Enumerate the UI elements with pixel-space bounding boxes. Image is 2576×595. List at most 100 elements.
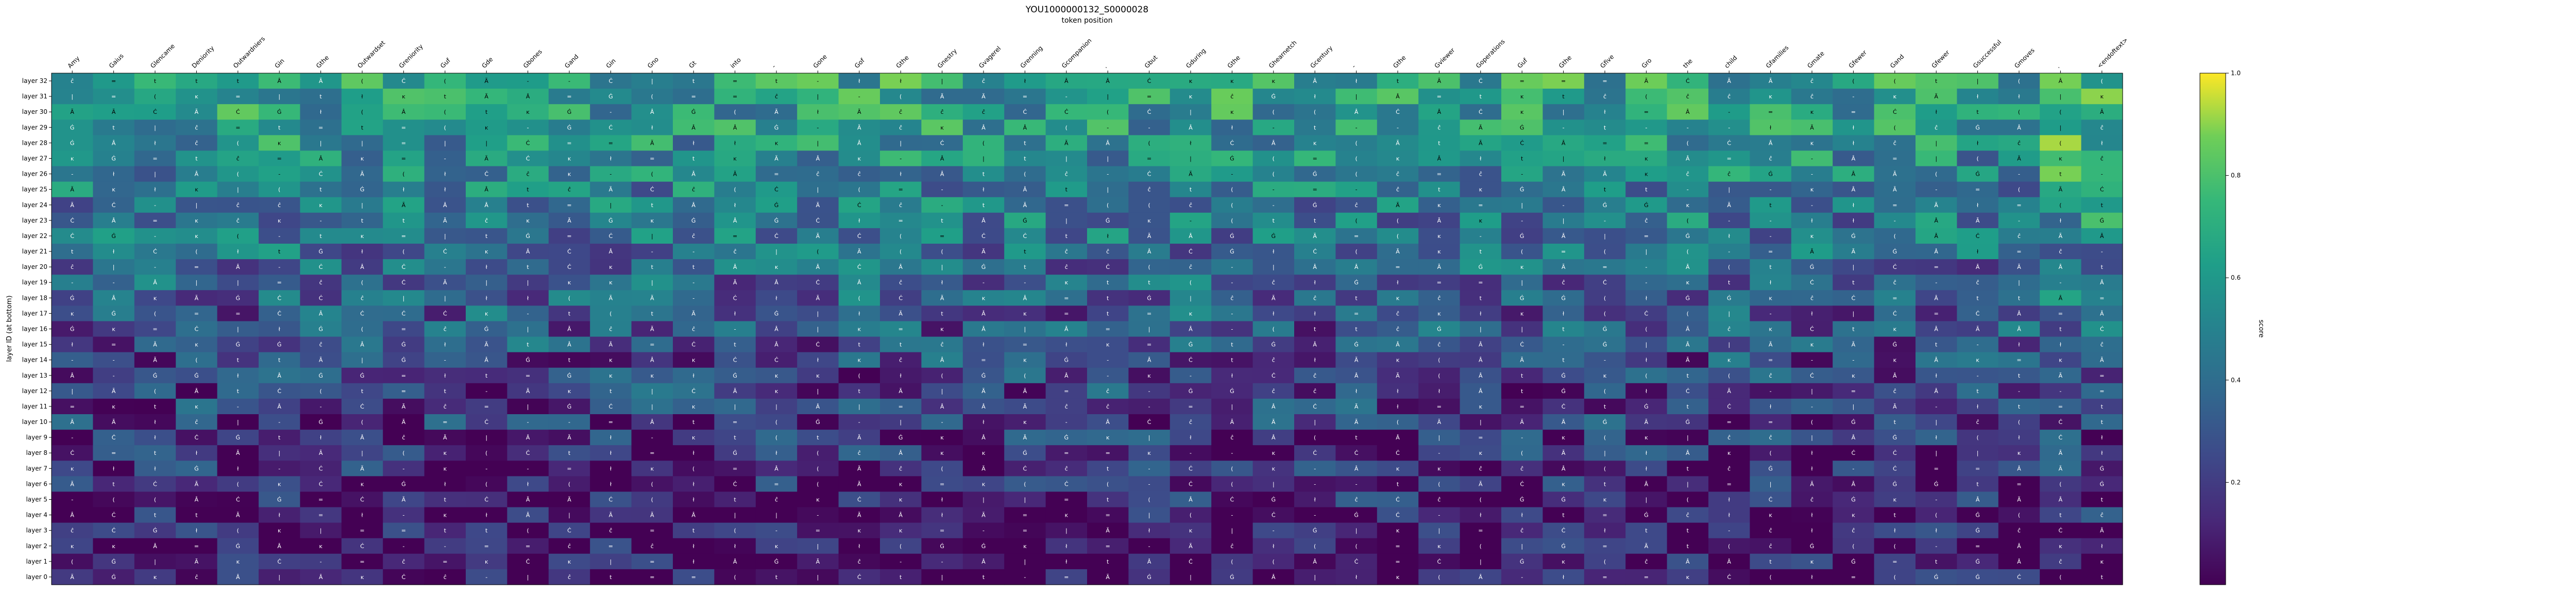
heatmap-cell-label: = — [1602, 543, 1607, 550]
heatmap-cell-label: = — [1478, 528, 1483, 534]
heatmap-cell-label: t — [1604, 403, 1606, 410]
heatmap-cell-label: | — [1438, 434, 1440, 441]
heatmap-cell — [838, 228, 880, 244]
heatmap-cell — [590, 197, 632, 213]
heatmap-cell-label: Ã — [319, 78, 323, 84]
heatmap-cell-label: t — [1024, 156, 1026, 162]
heatmap-cell-label: - — [1645, 124, 1647, 131]
heatmap-cell-label: Ċ — [402, 78, 406, 84]
heatmap-cell-label: Â — [1686, 450, 1690, 456]
heatmap-cell-label: | — [900, 140, 902, 146]
heatmap-cell-label: ĉ — [1645, 217, 1648, 224]
y-axis-label: layer ID (at bottom) — [6, 295, 13, 362]
heatmap-cell — [1833, 150, 1875, 167]
heatmap-cell — [1335, 181, 1378, 198]
heatmap-cell — [631, 228, 673, 244]
heatmap-cell-label: = — [2099, 295, 2104, 301]
heatmap-cell — [2081, 197, 2123, 213]
heatmap-cell-label: ĸ — [361, 233, 364, 240]
heatmap-cell-label: ( — [1935, 171, 1937, 178]
heatmap-cell-label: Ã — [319, 357, 323, 364]
heatmap-cell-label: = — [940, 528, 944, 534]
heatmap-cell-label: | — [817, 140, 819, 146]
heatmap-cell-label: ĸ — [858, 156, 861, 162]
heatmap-cell-label: ( — [1314, 109, 1316, 115]
heatmap-cell-label: Ċ — [277, 388, 281, 395]
heatmap-cell-label: Â — [857, 279, 861, 286]
heatmap-cell — [1045, 181, 1088, 198]
heatmap-cell-label: - — [941, 419, 943, 426]
x-tick-label: Gthe — [315, 54, 330, 70]
heatmap-cell-label: Ċ — [1520, 140, 1524, 146]
heatmap-cell-label: ł — [1770, 124, 1772, 131]
heatmap-cell-label: Ġ — [153, 528, 158, 534]
heatmap-cell-label: ł — [817, 109, 819, 115]
x-tick-label: Gthe — [1392, 54, 1407, 70]
heatmap-cell-label: Ġ — [981, 372, 986, 379]
heatmap-cell-label: ĸ — [1023, 543, 1027, 550]
heatmap-cell-label: ĸ — [71, 465, 74, 472]
heatmap-cell — [1625, 150, 1668, 167]
heatmap-cell — [1625, 212, 1668, 229]
heatmap-cell-label: - — [71, 497, 73, 503]
heatmap-cell-label: Ċ — [691, 388, 696, 395]
heatmap-cell-label: Â — [1769, 140, 1773, 146]
heatmap-cell — [341, 166, 383, 182]
heatmap-cell-label: ł — [1853, 217, 1855, 224]
heatmap-cell-label: ( — [1852, 543, 1854, 550]
heatmap-cell-label: - — [941, 202, 943, 209]
heatmap-cell-label: Ċ — [1272, 372, 1276, 379]
heatmap-cell-label: Ċ — [567, 264, 571, 270]
heatmap-cell — [507, 73, 549, 89]
heatmap-cell-label: - — [1024, 279, 1026, 286]
heatmap-cell-label: ( — [1976, 434, 1978, 441]
heatmap-cell-label: | — [2018, 279, 2020, 286]
heatmap-cell-label: ĸ — [1023, 357, 1027, 364]
heatmap-cell-label: Ċ — [1396, 497, 1400, 503]
y-tick-label: layer 11 — [22, 403, 47, 410]
heatmap-cell-label: ĉ — [1479, 465, 1482, 472]
heatmap-cell-label: Ġ — [1810, 543, 1815, 550]
heatmap-cell-label: ( — [1273, 171, 1275, 178]
heatmap-cell — [383, 212, 425, 229]
heatmap-cell-label: Ã — [609, 342, 613, 348]
heatmap-cell-label: Ġ — [526, 233, 530, 240]
heatmap-cell-label: ( — [1273, 558, 1275, 565]
heatmap-cell-label: ĉ — [1520, 465, 1523, 472]
heatmap-cell-label: ł — [900, 171, 902, 178]
heatmap-cell-label: Â — [2059, 78, 2063, 84]
heatmap-cell-label: | — [775, 403, 777, 410]
heatmap-cell-label: | — [1480, 326, 1482, 333]
heatmap-cell-label: ( — [2018, 186, 2020, 193]
heatmap-cell-label: - — [1107, 124, 1109, 131]
heatmap-cell-label: | — [444, 295, 446, 301]
heatmap-cell-label: | — [361, 450, 363, 456]
heatmap-cell-label: = — [899, 217, 903, 224]
heatmap-cell — [1211, 135, 1253, 151]
heatmap-cell — [1543, 104, 1585, 120]
heatmap-cell — [1211, 89, 1253, 105]
heatmap-cell-label: = — [1064, 388, 1069, 395]
heatmap-cell-label: ( — [1976, 156, 1978, 162]
heatmap-cell-label: | — [154, 124, 156, 131]
heatmap-cell — [755, 212, 798, 229]
x-tick-label: Outwardniers — [232, 35, 266, 70]
heatmap-cell — [2040, 181, 2082, 198]
heatmap-cell — [2040, 197, 2082, 213]
heatmap-cell — [1294, 89, 1336, 105]
heatmap-cell-label: - — [1273, 528, 1275, 534]
heatmap-cell-label: - — [71, 279, 73, 286]
heatmap-cell-label: ĸ — [775, 543, 778, 550]
y-tick-label: layer 18 — [22, 294, 47, 301]
heatmap-cell-label: Ã — [1147, 233, 1151, 240]
heatmap-cell — [838, 104, 880, 120]
heatmap-cell-label: = — [899, 403, 903, 410]
heatmap-cell-label: ĉ — [651, 543, 654, 550]
heatmap-cell — [134, 89, 176, 105]
heatmap-cell — [1584, 120, 1626, 135]
heatmap-cell-label: ĉ — [1437, 342, 1440, 348]
heatmap-cell-label: | — [610, 202, 612, 209]
heatmap-cell-label: ĉ — [858, 558, 861, 565]
x-tick-label: Gthe — [1226, 54, 1242, 70]
heatmap-cell-label: | — [1190, 109, 1192, 115]
